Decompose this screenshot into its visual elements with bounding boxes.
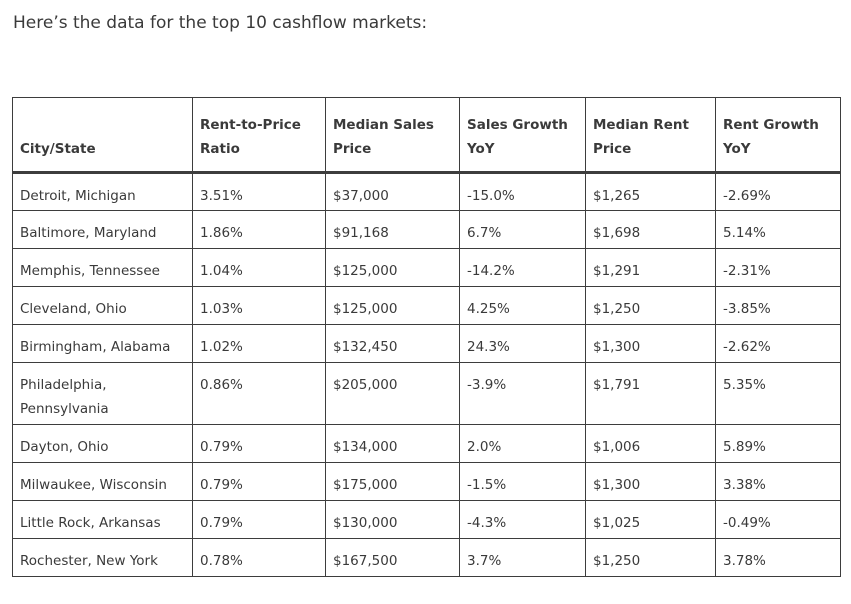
cell-median-rent-price: $1,006 [585,424,716,463]
cell-median-sales-price: $175,000 [325,462,460,501]
header-rent-to-price-ratio: Rent-to-Price Ratio [192,97,326,174]
cell-rent-growth-yoy: 3.38% [715,462,841,501]
cell-median-sales-price: $37,000 [325,172,460,211]
header-city-state: City/State [12,97,193,174]
cell-sales-growth-yoy: -1.5% [459,462,586,501]
cell-median-sales-price: $134,000 [325,424,460,463]
cell-median-sales-price: $167,500 [325,538,460,577]
cell-sales-growth-yoy: -14.2% [459,248,586,287]
cell-city-state: Detroit, Michigan [12,172,193,211]
cell-sales-growth-yoy: 4.25% [459,286,586,325]
cell-rent-growth-yoy: -2.69% [715,172,841,211]
cell-city-state: Birmingham, Alabama [12,324,193,363]
cell-city-state: Dayton, Ohio [12,424,193,463]
cell-rent-to-price-ratio: 0.78% [192,538,326,577]
cell-median-rent-price: $1,300 [585,462,716,501]
table-row: Milwaukee, Wisconsin 0.79% $175,000 -1.5… [12,462,841,501]
cell-city-state: Milwaukee, Wisconsin [12,462,193,501]
cell-median-rent-price: $1,250 [585,286,716,325]
cell-median-rent-price: $1,291 [585,248,716,287]
intro-text: Here’s the data for the top 10 cashflow … [13,13,428,33]
cell-city-state: Cleveland, Ohio [12,286,193,325]
table-row: Philadelphia, Pennsylvania 0.86% $205,00… [12,362,841,425]
cell-sales-growth-yoy: 2.0% [459,424,586,463]
table-row: Dayton, Ohio 0.79% $134,000 2.0% $1,006 … [12,424,841,463]
table-row: Rochester, New York 0.78% $167,500 3.7% … [12,538,841,577]
cell-rent-growth-yoy: -2.62% [715,324,841,363]
cell-median-sales-price: $125,000 [325,286,460,325]
table-row: Baltimore, Maryland 1.86% $91,168 6.7% $… [12,210,841,249]
cell-median-sales-price: $132,450 [325,324,460,363]
cell-rent-to-price-ratio: 3.51% [192,172,326,211]
cell-rent-growth-yoy: -3.85% [715,286,841,325]
cell-rent-to-price-ratio: 1.86% [192,210,326,249]
cell-sales-growth-yoy: 3.7% [459,538,586,577]
cell-rent-to-price-ratio: 0.86% [192,362,326,425]
cell-sales-growth-yoy: 24.3% [459,324,586,363]
cell-city-state: Little Rock, Arkansas [12,500,193,539]
cell-rent-growth-yoy: 3.78% [715,538,841,577]
cell-rent-to-price-ratio: 1.03% [192,286,326,325]
cell-sales-growth-yoy: 6.7% [459,210,586,249]
header-median-sales-price: Median Sales Price [325,97,460,174]
table-row: Cleveland, Ohio 1.03% $125,000 4.25% $1,… [12,286,841,325]
header-median-rent-price: Median Rent Price [585,97,716,174]
table-row: Little Rock, Arkansas 0.79% $130,000 -4.… [12,500,841,539]
table-row: Detroit, Michigan 3.51% $37,000 -15.0% $… [12,172,841,211]
cell-sales-growth-yoy: -15.0% [459,172,586,211]
cell-median-rent-price: $1,025 [585,500,716,539]
cell-median-rent-price: $1,698 [585,210,716,249]
cell-city-state: Rochester, New York [12,538,193,577]
cell-rent-growth-yoy: -2.31% [715,248,841,287]
cell-rent-to-price-ratio: 0.79% [192,500,326,539]
cell-rent-growth-yoy: 5.14% [715,210,841,249]
cell-rent-growth-yoy: 5.35% [715,362,841,425]
cell-median-rent-price: $1,265 [585,172,716,211]
header-rent-growth-yoy: Rent Growth YoY [715,97,841,174]
cell-median-sales-price: $91,168 [325,210,460,249]
cell-sales-growth-yoy: -4.3% [459,500,586,539]
header-sales-growth-yoy: Sales Growth YoY [459,97,586,174]
cell-median-rent-price: $1,791 [585,362,716,425]
cell-city-state: Baltimore, Maryland [12,210,193,249]
table-header-row: City/State Rent-to-Price Ratio Median Sa… [12,97,841,174]
cashflow-markets-table: City/State Rent-to-Price Ratio Median Sa… [12,97,841,577]
cell-sales-growth-yoy: -3.9% [459,362,586,425]
cell-rent-growth-yoy: 5.89% [715,424,841,463]
cell-rent-growth-yoy: -0.49% [715,500,841,539]
cell-median-sales-price: $130,000 [325,500,460,539]
cell-rent-to-price-ratio: 1.02% [192,324,326,363]
cell-median-sales-price: $125,000 [325,248,460,287]
cell-median-rent-price: $1,300 [585,324,716,363]
cell-city-state: Memphis, Tennessee [12,248,193,287]
cell-median-sales-price: $205,000 [325,362,460,425]
table-row: Memphis, Tennessee 1.04% $125,000 -14.2%… [12,248,841,287]
cell-rent-to-price-ratio: 0.79% [192,462,326,501]
table-row: Birmingham, Alabama 1.02% $132,450 24.3%… [12,324,841,363]
cell-median-rent-price: $1,250 [585,538,716,577]
cell-city-state: Philadelphia, Pennsylvania [12,362,193,425]
cell-rent-to-price-ratio: 0.79% [192,424,326,463]
cell-rent-to-price-ratio: 1.04% [192,248,326,287]
